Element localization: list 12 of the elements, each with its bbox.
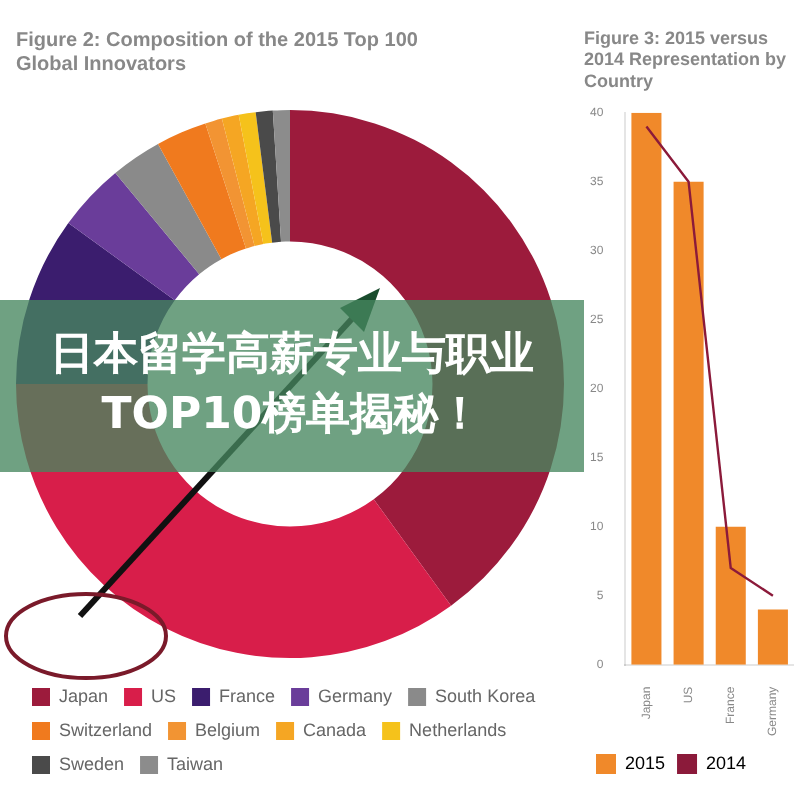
legend-label: 2014 — [706, 752, 747, 773]
legend-label: Switzerland — [59, 719, 153, 740]
legend-label: Netherlands — [409, 719, 508, 740]
legend-label: Sweden — [59, 753, 125, 774]
chart-title: Figure 3: 2015 versus 2014 Representation by Country — [584, 27, 787, 91]
legend-label: Taiwan — [167, 753, 224, 774]
chart-title: Figure 2: Composition of the 2015 Top 100 Global Innovators — [16, 29, 419, 76]
legend-label: Canada — [303, 719, 367, 740]
legend-label: 2015 — [625, 752, 666, 773]
text: 日本留学高薪专业与职业TOP10榜单揭秘！ — [0, 300, 584, 472]
legend-label: Belgium — [195, 719, 261, 740]
legend-label: South Korea — [435, 685, 536, 706]
